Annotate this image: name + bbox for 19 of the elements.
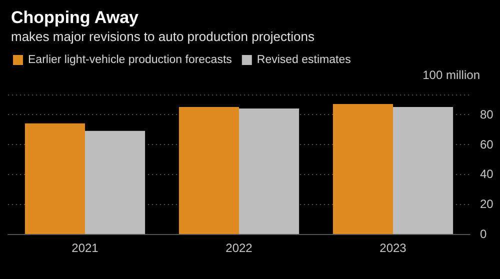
x-tick-label: 2022 — [226, 241, 253, 255]
y-tick-label: 60 — [480, 137, 494, 152]
bar — [178, 106, 239, 234]
bar — [332, 104, 393, 234]
bar — [393, 106, 454, 234]
y-tick-label: 40 — [480, 167, 494, 182]
chart-subtitle: makes major revisions to auto production projections — [11, 29, 315, 44]
bar — [24, 123, 85, 234]
legend-label: Revised estimates — [256, 54, 352, 66]
y-tick-label: 20 — [480, 197, 494, 212]
legend-label: Earlier light-vehicle production forecasts — [28, 54, 232, 66]
y-tick-label: 80 — [480, 107, 494, 122]
bar — [239, 108, 300, 234]
x-tick-label: 2021 — [72, 241, 99, 255]
y-tick-label: 0 — [480, 227, 487, 241]
bar — [85, 130, 146, 234]
y-axis-title: 100 million — [422, 68, 480, 82]
x-tick-label: 2023 — [380, 241, 407, 255]
chart-title: Chopping Away — [11, 8, 140, 27]
